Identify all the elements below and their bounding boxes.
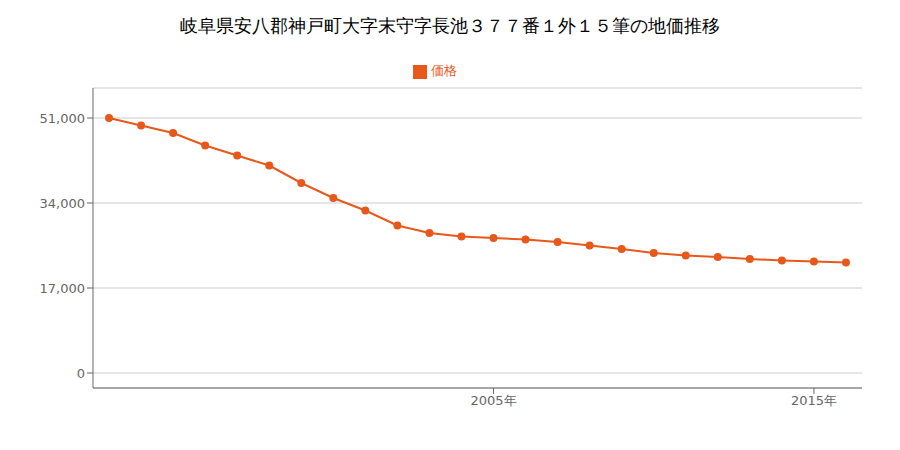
svg-text:34,000: 34,000 (40, 196, 86, 211)
svg-text:0: 0 (77, 366, 85, 381)
svg-text:2015年: 2015年 (791, 393, 837, 408)
svg-text:51,000: 51,000 (40, 111, 86, 126)
html-text:価格: 価格 (431, 63, 457, 78)
svg-text:17,000: 17,000 (40, 281, 86, 296)
html-text:岐阜県安八郡神戸町大字末守字長池３７７番１外１５筆の地価推移: 岐阜県安八郡神戸町大字末守字長池３７７番１外１５筆の地価推移 (180, 15, 720, 36)
svg-text:2005年: 2005年 (470, 393, 516, 408)
